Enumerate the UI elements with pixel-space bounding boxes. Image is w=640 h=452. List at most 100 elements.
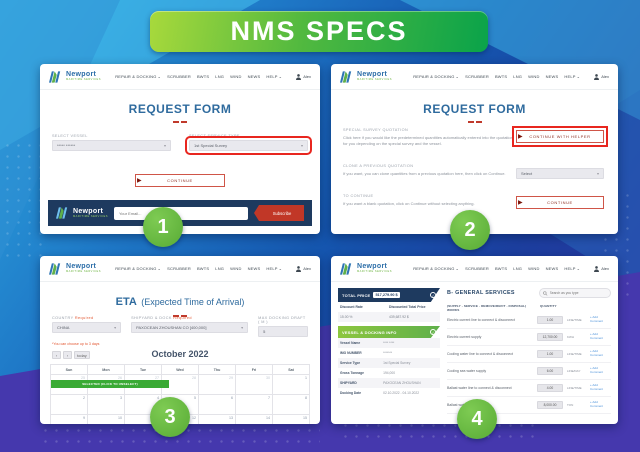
- country-select[interactable]: CHINA ▾: [52, 322, 122, 333]
- info-icon[interactable]: i: [430, 329, 436, 335]
- newport-logo[interactable]: Newport MARITIME SERVICES: [340, 70, 392, 83]
- weekday-header: Tue: [125, 365, 161, 374]
- info-row: IMO NUMBER *******: [340, 351, 393, 355]
- service-search[interactable]: [539, 288, 611, 298]
- calendar-prev-button[interactable]: ‹: [52, 351, 61, 359]
- calendar-day[interactable]: 7: [236, 395, 272, 414]
- logo-name: Newport: [357, 263, 388, 271]
- nav-help[interactable]: HELP⌄: [266, 74, 283, 79]
- newport-logo[interactable]: Newport MARITIME SERVICES: [49, 70, 101, 83]
- nav-scrubber[interactable]: SCRUBBER: [465, 266, 489, 271]
- nav-repair-docking[interactable]: REPAIR & DOCKING⌄: [115, 74, 162, 79]
- newport-logo[interactable]: Newport MARITIME SERVICES: [340, 262, 392, 275]
- quantity-input[interactable]: [537, 384, 563, 392]
- nav-lng[interactable]: LNG: [215, 74, 225, 79]
- newport-logo[interactable]: Newport MARITIME SERVICES: [49, 262, 101, 275]
- calendar-day[interactable]: 13: [199, 415, 235, 424]
- vessel-select[interactable]: ***** ****** ▾: [52, 140, 171, 151]
- add-comment-link[interactable]: + Add Comment: [590, 400, 604, 408]
- nav-repair-docking[interactable]: REPAIR & DOCKING⌄: [115, 266, 162, 271]
- nav-scrubber[interactable]: SCRUBBER: [465, 74, 489, 79]
- calendar-day[interactable]: 28: [162, 375, 198, 394]
- service-type-label: SELECT SERVICE TYPE: [189, 134, 240, 138]
- nav-wind[interactable]: WIND: [230, 266, 242, 271]
- person-icon: [296, 265, 302, 272]
- info-icon[interactable]: i: [430, 292, 436, 298]
- nav-bwts[interactable]: BWTS: [196, 266, 210, 271]
- calendar-next-button[interactable]: ›: [63, 351, 72, 359]
- calendar-today-button[interactable]: today: [74, 351, 90, 359]
- service-row: Ballast water line to connect & disconne…: [447, 380, 611, 397]
- add-comment-link[interactable]: + Add Comment: [590, 332, 604, 340]
- search-input[interactable]: [549, 291, 607, 295]
- person-icon: [594, 265, 600, 272]
- calendar-day[interactable]: 8: [273, 395, 309, 414]
- calendar-day-selected[interactable]: 2: [51, 395, 87, 414]
- main-nav: REPAIR & DOCKING⌄ SCRUBBER BWTS LNG WIND…: [115, 265, 311, 272]
- calendar-day[interactable]: 14: [236, 415, 272, 424]
- nav-scrubber[interactable]: SCRUBBER: [167, 266, 191, 271]
- nav-help[interactable]: HELP⌄: [266, 266, 283, 271]
- nav-wind[interactable]: WIND: [528, 74, 540, 79]
- shipyard-select[interactable]: PAXOCEAN ZHOUSHAN CO [400,000] ▾: [131, 322, 249, 333]
- weekday-header: Mon: [88, 365, 124, 374]
- chevron-down-icon: ⌄: [157, 266, 162, 271]
- user-menu[interactable]: Alex: [296, 265, 311, 272]
- add-comment-link[interactable]: + Add Comment: [590, 315, 604, 323]
- quantity-input[interactable]: [537, 333, 563, 341]
- main-nav: REPAIR & DOCKING⌄ SCRUBBER BWTS LNG WIND…: [115, 73, 311, 80]
- nav-news[interactable]: NEWS: [545, 266, 559, 271]
- nav-news[interactable]: NEWS: [247, 266, 261, 271]
- docking-draft-input[interactable]: 5: [258, 326, 309, 337]
- calendar-day[interactable]: 15: [273, 415, 309, 424]
- selected-dates-bar[interactable]: SELECTED (CLICK TO UNSELECT): [51, 380, 169, 388]
- nav-repair-docking[interactable]: REPAIR & DOCKING⌄: [413, 74, 460, 79]
- nav-repair-docking[interactable]: REPAIR & DOCKING⌄: [413, 266, 460, 271]
- nav-news[interactable]: NEWS: [247, 74, 261, 79]
- chevron-down-icon: ⌄: [157, 74, 162, 79]
- user-menu[interactable]: Alex: [594, 73, 609, 80]
- calendar-day[interactable]: 1: [273, 375, 309, 394]
- quantity-input[interactable]: [537, 401, 563, 409]
- subscribe-button[interactable]: Subscribe: [254, 205, 304, 221]
- country-label: COUNTRY: [52, 316, 74, 320]
- add-comment-link[interactable]: + Add Comment: [590, 383, 604, 391]
- quantity-column-header: QUANTITY: [540, 304, 557, 308]
- play-arrow-icon: ▶: [518, 199, 524, 206]
- nav-wind[interactable]: WIND: [528, 266, 540, 271]
- calendar-day[interactable]: 10: [88, 415, 124, 424]
- calendar-day[interactable]: 9: [51, 415, 87, 424]
- user-menu[interactable]: Alex: [594, 265, 609, 272]
- discount-rate-value: 15.00 %: [340, 315, 353, 319]
- continue-with-helper-button[interactable]: ▶ CONTINUE WITH HELPER: [512, 126, 608, 147]
- logo-tagline: MARITIME SERVICES: [73, 214, 108, 218]
- nav-news[interactable]: NEWS: [545, 74, 559, 79]
- nav-bwts[interactable]: BWTS: [494, 266, 508, 271]
- service-type-select[interactable]: 1st Special Survey ▾: [185, 136, 312, 155]
- continue-button[interactable]: ▶ CONTINUE: [516, 196, 604, 209]
- nav-bwts[interactable]: BWTS: [196, 74, 210, 79]
- nav-lng[interactable]: LNG: [215, 266, 225, 271]
- nav-bwts[interactable]: BWTS: [494, 74, 508, 79]
- calendar-day[interactable]: 6: [199, 395, 235, 414]
- newport-logo-icon: [49, 262, 61, 275]
- user-menu[interactable]: Alex: [296, 73, 311, 80]
- nav-help[interactable]: HELP⌄: [564, 266, 581, 271]
- continue-button[interactable]: ▶ CONTINUE: [135, 174, 225, 187]
- add-comment-link[interactable]: + Add Comment: [590, 366, 604, 374]
- calendar-day[interactable]: 29: [199, 375, 235, 394]
- nav-lng[interactable]: LNG: [513, 266, 523, 271]
- calendar-day-selected[interactable]: 3: [88, 395, 124, 414]
- nav-scrubber[interactable]: SCRUBBER: [167, 74, 191, 79]
- nav-wind[interactable]: WIND: [230, 74, 242, 79]
- quantity-input[interactable]: [537, 367, 563, 375]
- nav-lng[interactable]: LNG: [513, 74, 523, 79]
- quantity-input[interactable]: [537, 350, 563, 358]
- chevron-down-icon: ⌄: [455, 266, 460, 271]
- previous-quotation-select[interactable]: Select ▾: [516, 168, 604, 179]
- quantity-input[interactable]: [537, 316, 563, 324]
- calendar-day[interactable]: 30: [236, 375, 272, 394]
- add-comment-link[interactable]: + Add Comment: [590, 349, 604, 357]
- nav-help[interactable]: HELP⌄: [564, 74, 581, 79]
- site-header: Newport MARITIME SERVICES REPAIR & DOCKI…: [331, 64, 618, 90]
